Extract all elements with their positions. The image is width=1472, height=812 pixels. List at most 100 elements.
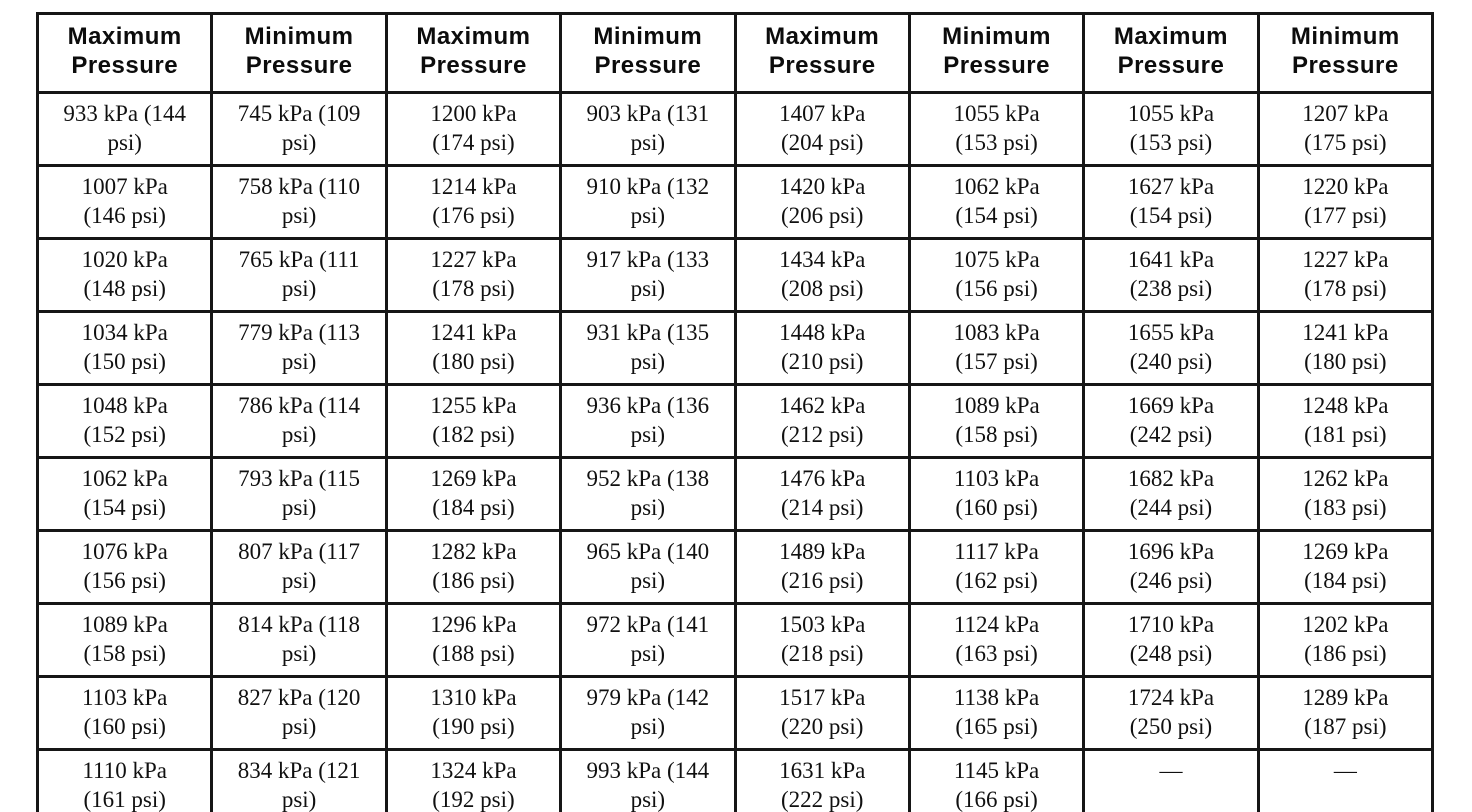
pressure-cell: 1517 kPa (220 psi): [733, 675, 911, 751]
pressure-cell: 1489 kPa (216 psi): [733, 529, 911, 605]
pressure-cell: 786 kPa (114 psi): [210, 383, 388, 459]
pressure-cell: 1627 kPa (154 psi): [1082, 164, 1260, 240]
table-row: 1076 kPa (156 psi) 807 kPa (117 psi) 1282 …: [35, 529, 1435, 605]
pressure-cell: 1034 kPa (150 psi): [35, 310, 214, 386]
pressure-cell: 1202 kPa (186 psi): [1256, 602, 1435, 678]
pressure-cell: 1296 kPa (188 psi): [384, 602, 563, 678]
table-row: 1110 kPa (161 psi) 834 kPa (121 psi) 1324 …: [35, 748, 1435, 812]
table-header: Maximum Pressure Minimum Pressure Maximum …: [35, 12, 1435, 94]
header-cell: Maximum Pressure: [384, 12, 563, 94]
pressure-cell: 1289 kPa (187 psi): [1256, 675, 1435, 751]
pressure-cell: 1117 kPa (162 psi): [907, 529, 1086, 605]
pressure-cell: 1407 kPa (204 psi): [733, 91, 911, 167]
pressure-cell: 972 kPa (141 psi): [559, 602, 737, 678]
table-body: 933 kPa (144 psi) 745 kPa (109 psi) 1200 k…: [35, 91, 1435, 812]
header-row: Maximum Pressure Minimum Pressure Maximum …: [35, 12, 1435, 94]
pressure-cell: 1062 kPa (154 psi): [35, 456, 214, 532]
pressure-cell: 1669 kPa (242 psi): [1082, 383, 1260, 459]
pressure-cell: 834 kPa (121 psi): [210, 748, 388, 812]
pressure-cell: 1048 kPa (152 psi): [35, 383, 214, 459]
pressure-cell: 1462 kPa (212 psi): [733, 383, 911, 459]
table-row: 1034 kPa (150 psi) 779 kPa (113 psi) 1241 …: [35, 310, 1435, 386]
pressure-cell: 814 kPa (118 psi): [210, 602, 388, 678]
pressure-cell: 965 kPa (140 psi): [559, 529, 737, 605]
pressure-cell: 1103 kPa (160 psi): [35, 675, 214, 751]
pressure-cell: 1083 kPa (157 psi): [907, 310, 1086, 386]
pressure-cell: 745 kPa (109 psi): [210, 91, 388, 167]
pressure-cell: 1227 kPa (178 psi): [384, 237, 563, 313]
pressure-cell: 903 kPa (131 psi): [559, 91, 737, 167]
header-cell: Maximum Pressure: [733, 12, 911, 94]
pressure-cell: 936 kPa (136 psi): [559, 383, 737, 459]
header-cell: Minimum Pressure: [1256, 12, 1435, 94]
pressure-cell: 1138 kPa (165 psi): [907, 675, 1086, 751]
pressure-cell: 933 kPa (144 psi): [35, 91, 214, 167]
pressure-cell: 1710 kPa (248 psi): [1082, 602, 1260, 678]
pressure-cell: 1007 kPa (146 psi): [35, 164, 214, 240]
pressure-cell: 1076 kPa (156 psi): [35, 529, 214, 605]
pressure-cell: 1682 kPa (244 psi): [1082, 456, 1260, 532]
header-cell: Minimum Pressure: [559, 12, 737, 94]
pressure-cell: 1110 kPa (161 psi): [35, 748, 214, 812]
pressure-cell: 931 kPa (135 psi): [559, 310, 737, 386]
table-row: 1062 kPa (154 psi) 793 kPa (115 psi) 1269 …: [35, 456, 1435, 532]
pressure-cell: 917 kPa (133 psi): [559, 237, 737, 313]
pressure-cell: 1089 kPa (158 psi): [35, 602, 214, 678]
pressure-cell: 1089 kPa (158 psi): [907, 383, 1086, 459]
pressure-cell: 993 kPa (144 psi): [559, 748, 737, 812]
pressure-cell: 1227 kPa (178 psi): [1256, 237, 1435, 313]
pressure-cell: 1241 kPa (180 psi): [1256, 310, 1435, 386]
pressure-cell: 1269 kPa (184 psi): [384, 456, 563, 532]
table-row: 1103 kPa (160 psi) 827 kPa (120 psi) 1310 …: [35, 675, 1435, 751]
empty-cell: —: [1082, 748, 1260, 812]
pressure-cell: 1310 kPa (190 psi): [384, 675, 563, 751]
pressure-cell: 1641 kPa (238 psi): [1082, 237, 1260, 313]
pressure-cell: 1631 kPa (222 psi): [733, 748, 911, 812]
pressure-cell: 1420 kPa (206 psi): [733, 164, 911, 240]
pressure-cell: 1262 kPa (183 psi): [1256, 456, 1435, 532]
table-row: 1007 kPa (146 psi) 758 kPa (110 psi) 1214 …: [35, 164, 1435, 240]
pressure-cell: 910 kPa (132 psi): [559, 164, 737, 240]
pressure-cell: 1248 kPa (181 psi): [1256, 383, 1435, 459]
pressure-cell: 1062 kPa (154 psi): [907, 164, 1086, 240]
pressure-cell: 807 kPa (117 psi): [210, 529, 388, 605]
pressure-cell: 1241 kPa (180 psi): [384, 310, 563, 386]
pressure-cell: 758 kPa (110 psi): [210, 164, 388, 240]
pressure-cell: 1020 kPa (148 psi): [35, 237, 214, 313]
pressure-cell: 779 kPa (113 psi): [210, 310, 388, 386]
pressure-cell: 1055 kPa (153 psi): [907, 91, 1086, 167]
table-row: 933 kPa (144 psi) 745 kPa (109 psi) 1200 k…: [35, 91, 1435, 167]
pressure-cell: 1200 kPa (174 psi): [384, 91, 563, 167]
pressure-cell: 1220 kPa (177 psi): [1256, 164, 1435, 240]
pressure-cell: 1103 kPa (160 psi): [907, 456, 1086, 532]
pressure-cell: 952 kPa (138 psi): [559, 456, 737, 532]
pressure-cell: 1075 kPa (156 psi): [907, 237, 1086, 313]
pressure-cell: 1448 kPa (210 psi): [733, 310, 911, 386]
pressure-cell: 1207 kPa (175 psi): [1256, 91, 1435, 167]
table-row: 1020 kPa (148 psi) 765 kPa (111 psi) 1227 …: [35, 237, 1435, 313]
header-cell: Maximum Pressure: [1082, 12, 1260, 94]
pressure-cell: 1696 kPa (246 psi): [1082, 529, 1260, 605]
header-cell: Minimum Pressure: [210, 12, 388, 94]
pressure-cell: 1269 kPa (184 psi): [1256, 529, 1435, 605]
header-cell: Minimum Pressure: [907, 12, 1086, 94]
pressure-cell: 1655 kPa (240 psi): [1082, 310, 1260, 386]
pressure-cell: 1503 kPa (218 psi): [733, 602, 911, 678]
pressure-cell: 979 kPa (142 psi): [559, 675, 737, 751]
pressure-cell: 1324 kPa (192 psi): [384, 748, 563, 812]
pressure-cell: 1724 kPa (250 psi): [1082, 675, 1260, 751]
pressure-cell: 1145 kPa (166 psi): [907, 748, 1086, 812]
pressure-cell: 1434 kPa (208 psi): [733, 237, 911, 313]
pressure-cell: 1214 kPa (176 psi): [384, 164, 563, 240]
table-row: 1048 kPa (152 psi) 786 kPa (114 psi) 1255 …: [35, 383, 1435, 459]
pressure-cell: 1124 kPa (163 psi): [907, 602, 1086, 678]
empty-cell: —: [1256, 748, 1435, 812]
pressure-cell: 1255 kPa (182 psi): [384, 383, 563, 459]
pressure-cell: 1282 kPa (186 psi): [384, 529, 563, 605]
pressure-cell: 1055 kPa (153 psi): [1082, 91, 1260, 167]
table-row: 1089 kPa (158 psi) 814 kPa (118 psi) 1296 …: [35, 602, 1435, 678]
pressure-cell: 827 kPa (120 psi): [210, 675, 388, 751]
header-cell: Maximum Pressure: [35, 12, 214, 94]
pressure-cell: 765 kPa (111 psi): [210, 237, 388, 313]
